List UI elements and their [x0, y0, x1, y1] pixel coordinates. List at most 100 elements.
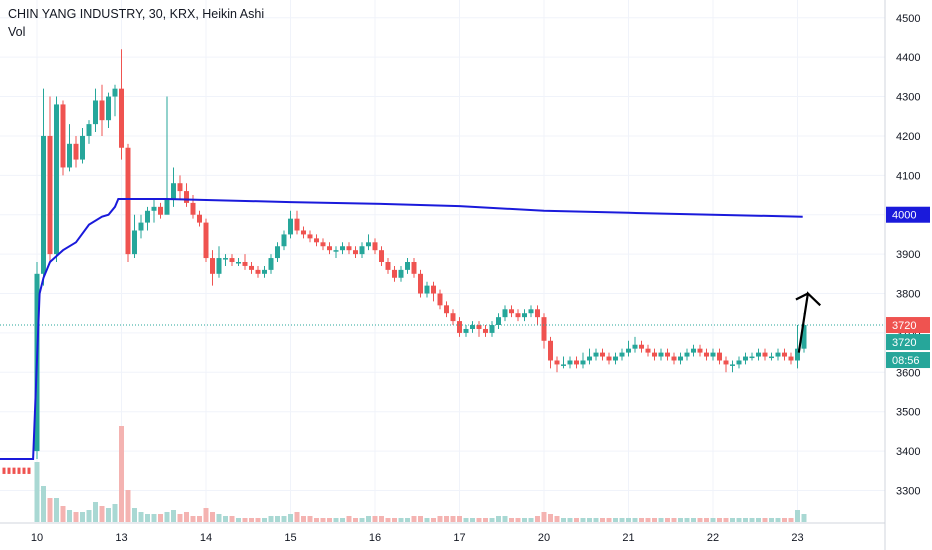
candle-body: [307, 234, 313, 239]
close-price-badge-text: 3720: [892, 337, 916, 349]
volume-bar: [476, 518, 482, 522]
candle-body: [788, 356, 794, 361]
volume-bar: [665, 518, 670, 522]
chart-title: CHIN YANG INDUSTRY, 30, KRX, Heikin Ashi: [8, 7, 265, 21]
candle-body: [171, 183, 176, 199]
volume-bar: [678, 518, 683, 522]
volume-bar: [762, 518, 768, 522]
candle-body: [743, 356, 748, 361]
volume-bar: [80, 512, 85, 522]
volume-bar: [639, 518, 644, 522]
candle-body: [255, 269, 261, 274]
candle-body: [704, 352, 709, 357]
volume-bar: [424, 518, 430, 522]
y-tick-label: 3300: [896, 485, 920, 497]
candle-body: [580, 360, 586, 365]
last-price-badge-text: 3720: [892, 320, 916, 332]
candle-body: [7, 467, 11, 474]
candle-body: [437, 293, 443, 306]
candle-body: [639, 344, 644, 349]
volume-bar: [47, 498, 53, 522]
candle-body: [197, 214, 202, 223]
candle-body: [346, 246, 352, 251]
volume-bar: [723, 518, 729, 522]
candle-body: [697, 348, 703, 353]
candle-body: [262, 269, 267, 274]
y-tick-label: 4500: [896, 13, 920, 25]
volume-bar: [93, 502, 98, 522]
candle-body: [12, 467, 16, 474]
volume-bar: [171, 510, 176, 522]
candle-body: [379, 250, 384, 262]
volume-bar: [756, 518, 761, 522]
volume-bar: [262, 518, 267, 522]
candle-body: [2, 467, 6, 474]
candle-body: [340, 246, 345, 251]
volume-bar: [138, 512, 144, 522]
volume-bar: [600, 518, 605, 522]
volume-bar: [112, 504, 118, 522]
candle-body: [522, 313, 527, 318]
volume-bar: [268, 516, 274, 522]
arrow-annotation: [795, 291, 822, 353]
candle-body: [353, 250, 358, 255]
volume-bar: [288, 514, 293, 522]
candle-body: [112, 88, 118, 97]
candle-body: [177, 183, 183, 192]
candle-body: [392, 269, 397, 278]
volume-bar: [385, 518, 391, 522]
candle-body: [80, 135, 85, 160]
volume-bar: [294, 512, 300, 522]
volume-bar: [366, 516, 371, 522]
volume-bar: [184, 512, 189, 522]
candle-body: [463, 328, 469, 333]
candle-body: [372, 242, 378, 251]
y-tick-label: 3500: [896, 407, 920, 419]
y-tick-label: 3800: [896, 289, 920, 301]
volume-bar: [177, 514, 183, 522]
annotation-arrow-left: [795, 292, 809, 301]
y-tick-label: 4400: [896, 52, 920, 64]
candle-body: [294, 218, 300, 231]
volume-bar: [444, 516, 449, 522]
volume-bar: [697, 518, 703, 522]
candle-body: [138, 222, 144, 231]
close-price-badge: [886, 334, 930, 351]
candle-body: [782, 352, 787, 357]
volume-bar: [164, 512, 170, 522]
volume-bar: [587, 518, 592, 522]
volume-bar: [281, 516, 287, 522]
candle-body: [236, 262, 241, 264]
candle-body: [203, 222, 209, 259]
candle-body: [671, 356, 677, 361]
candle-body: [164, 198, 170, 215]
candle-body: [47, 135, 53, 255]
candle-body: [93, 100, 98, 125]
volume-bar: [379, 516, 384, 522]
candle-body: [645, 348, 651, 353]
volume-bar: [333, 518, 339, 522]
candle-body: [405, 262, 410, 270]
volume-bar: [54, 498, 59, 522]
volume-bar: [522, 518, 527, 522]
candle-body: [600, 352, 605, 357]
volume-bar: [41, 486, 46, 522]
candle-body: [301, 230, 306, 235]
candle-body: [561, 364, 566, 366]
candle-body: [229, 258, 235, 262]
countdown-badge: [886, 352, 930, 369]
candle-body: [762, 352, 768, 357]
volume-bar: [457, 516, 462, 522]
candle-body: [496, 317, 501, 326]
volume-bar: [275, 516, 280, 522]
candle-body: [619, 352, 625, 357]
volume-bar: [710, 518, 716, 522]
candle-body: [528, 309, 534, 314]
y-tick-label: 3900: [896, 249, 920, 261]
candle-body: [717, 352, 722, 361]
candle-body: [366, 242, 371, 247]
candle-body: [730, 364, 735, 366]
candle-body: [574, 360, 579, 365]
